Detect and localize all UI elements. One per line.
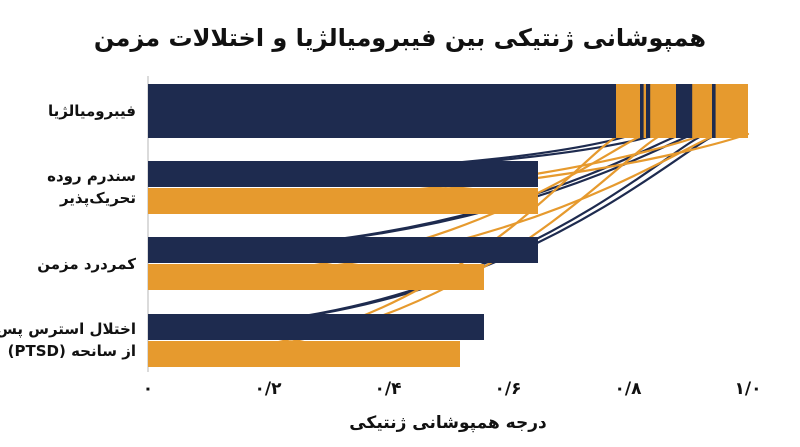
- bar-2-1: [148, 264, 484, 290]
- category-label-2-0: کمردرد مزمن: [37, 255, 136, 273]
- bar-3-0: [148, 314, 484, 340]
- bar-3-1: [148, 341, 460, 367]
- bars-group: [148, 84, 748, 367]
- category-label-3-0: اختلال استرس پس: [0, 320, 136, 339]
- top-bar-stripe-3: [692, 84, 712, 138]
- category-labels: فیبرومیالژیا سندرم روده تحریک‌پذیر کمردرد م…: [0, 102, 136, 360]
- top-bar-stripe-4: [715, 84, 748, 138]
- category-label-1-0: سندرم روده: [47, 167, 136, 185]
- chart-title: همپوشانی ژنتیکی بین فیبرومیالژیا و اختلا…: [94, 24, 706, 52]
- bar-1-1: [148, 188, 538, 214]
- x-tick-label-0: ۰: [143, 379, 153, 399]
- x-axis-title: درجه همپوشانی ژنتیکی: [349, 413, 547, 433]
- x-tick-label-2: ۰/۴: [375, 379, 402, 399]
- x-tick-label-4: ۰/۸: [615, 379, 643, 399]
- x-axis-ticks: ۰ ۰/۲ ۰/۴ ۰/۶ ۰/۸ ۱/۰: [143, 379, 762, 399]
- bar-0-0: [148, 84, 748, 138]
- category-label-3-1: از سانحه (PTSD): [8, 342, 136, 360]
- category-label-1-1: تحریک‌پذیر: [59, 189, 136, 208]
- x-tick-label-1: ۰/۲: [255, 379, 283, 399]
- category-label-0-0: فیبرومیالژیا: [48, 102, 136, 120]
- top-bar-stripe-2: [650, 84, 676, 138]
- bar-2-0: [148, 237, 538, 263]
- x-tick-label-5: ۱/۰: [735, 379, 762, 399]
- top-bar-stripe-1: [643, 84, 646, 138]
- x-tick-label-3: ۰/۶: [495, 379, 522, 399]
- top-bar-stripe-0: [616, 84, 640, 138]
- bar-1-0: [148, 161, 538, 187]
